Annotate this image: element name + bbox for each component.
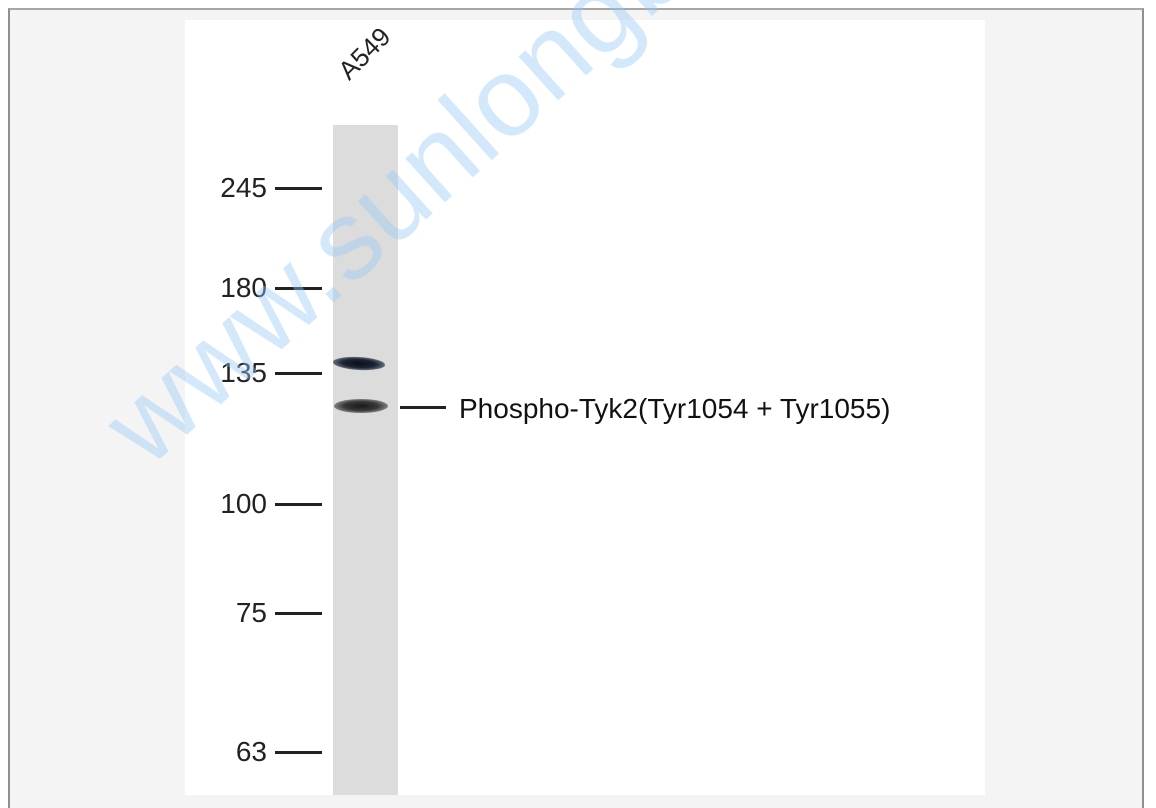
band-label: Phospho-Tyk2(Tyr1054 + Tyr1055) <box>459 393 891 424</box>
marker-label: 63 <box>235 736 267 767</box>
marker-245: 245 <box>180 168 325 208</box>
band-pointer-line <box>400 406 446 409</box>
marker-tick <box>275 287 322 290</box>
blot-lane <box>333 125 398 795</box>
marker-tick <box>275 751 322 754</box>
marker-label: 100 <box>220 488 267 519</box>
marker-tick <box>275 503 322 506</box>
marker-label: 75 <box>235 597 267 628</box>
marker-135: 135 <box>180 353 325 393</box>
marker-tick <box>275 187 322 190</box>
marker-75: 75 <box>180 593 325 633</box>
blot-band-target <box>334 399 388 413</box>
marker-tick <box>275 612 322 615</box>
marker-63: 63 <box>180 732 325 772</box>
marker-label: 180 <box>220 272 267 303</box>
marker-tick <box>275 372 322 375</box>
western-blot-panel <box>185 20 985 795</box>
marker-label: 245 <box>220 172 267 203</box>
marker-label: 135 <box>220 357 267 388</box>
marker-100: 100 <box>180 484 325 524</box>
marker-180: 180 <box>180 268 325 308</box>
